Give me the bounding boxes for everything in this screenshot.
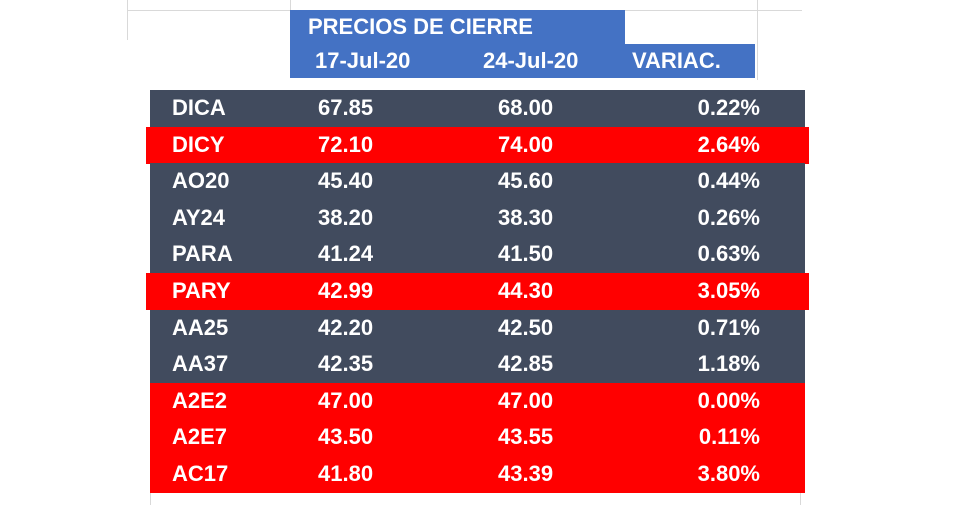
table-cell: PARY — [172, 278, 231, 303]
table-cell: 43.55 — [498, 424, 554, 450]
table-cell: 43.50 — [318, 424, 374, 450]
table-cell: 44.30 — [498, 278, 554, 303]
table-cell: AA25 — [172, 314, 229, 340]
table-cell: PARA — [172, 241, 233, 267]
column-header: VARIAC. — [632, 48, 721, 73]
table-cell: 45.60 — [498, 168, 554, 194]
grid-line — [757, 0, 758, 80]
table-cell: 43.39 — [498, 461, 554, 486]
table-cell: 0.11% — [698, 424, 760, 450]
grid-line — [127, 0, 128, 40]
table-cell: 38.30 — [498, 204, 554, 230]
column-header: 17-Jul-20 — [315, 48, 411, 73]
table-row: AA25 42.20 42.50 0.71% — [150, 309, 805, 347]
grid-line — [290, 0, 291, 10]
header-title: PRECIOS DE CIERRE — [308, 14, 533, 39]
table-row: AY24 38.20 38.30 0.26% — [150, 199, 805, 237]
table-cell: 45.40 — [318, 168, 374, 194]
table-cell: 0.71% — [697, 314, 760, 340]
table-cell: 1.18% — [697, 351, 760, 377]
table-cell: 0.63% — [697, 241, 760, 267]
table-row: A2E2 47.00 47.00 0.00% — [150, 382, 805, 420]
table-cell: 41.80 — [318, 461, 374, 486]
table-cell: 42.50 — [498, 314, 554, 340]
table-cell: 38.20 — [318, 204, 374, 230]
table-cell: DICA — [172, 95, 226, 120]
table-row: DICA 67.85 68.00 0.22% — [150, 90, 805, 128]
table-cell: AO20 — [172, 168, 230, 194]
table-cell: A2E7 — [172, 424, 228, 450]
table-row: AA37 42.35 42.85 1.18% — [150, 346, 805, 384]
table-cell: 68.00 — [498, 95, 554, 120]
grid-line — [800, 493, 801, 505]
table-row: AC17 41.80 43.39 3.80% — [150, 456, 805, 494]
table-cell: 74.00 — [498, 131, 554, 157]
table-cell: 42.20 — [318, 314, 374, 340]
table-cell: 42.85 — [498, 351, 554, 377]
table-row: PARA 41.24 41.50 0.63% — [150, 236, 805, 274]
table-row: DICY 72.10 74.00 2.64% — [146, 126, 809, 164]
header-band: 17-Jul-20 24-Jul-20 VARIAC. — [290, 44, 755, 78]
table-cell: 41.24 — [318, 241, 374, 267]
table-cell: AC17 — [172, 461, 229, 486]
table-cell: 0.00% — [697, 387, 760, 413]
table-cell: 41.50 — [498, 241, 554, 267]
table-row: AO20 45.40 45.60 0.44% — [150, 163, 805, 201]
table-cell: 0.44% — [697, 168, 760, 194]
table-cell: 3.80% — [697, 461, 760, 486]
table-cell: 3.05% — [697, 278, 760, 303]
column-header: 24-Jul-20 — [483, 48, 579, 73]
table-cell: 47.00 — [498, 387, 554, 413]
table-cell: 42.35 — [318, 351, 374, 377]
table-cell: 72.10 — [318, 131, 374, 157]
table-cell: AY24 — [172, 204, 226, 230]
grid-line — [150, 493, 151, 505]
table-cell: 0.22% — [697, 95, 760, 120]
table-row: PARY 42.99 44.30 3.05% — [146, 273, 809, 311]
table-cell: 0.26% — [697, 204, 760, 230]
table-cell: DICY — [172, 131, 225, 157]
table-cell: A2E2 — [172, 387, 228, 413]
table-cell: 42.99 — [318, 278, 374, 303]
table-cell: 67.85 — [318, 95, 374, 120]
table-cell: 47.00 — [318, 387, 374, 413]
table-cell: AA37 — [172, 351, 229, 377]
table-row: A2E7 43.50 43.55 0.11% — [150, 419, 805, 457]
table-cell: 2.64% — [697, 131, 760, 157]
header-band: PRECIOS DE CIERRE — [290, 10, 625, 44]
